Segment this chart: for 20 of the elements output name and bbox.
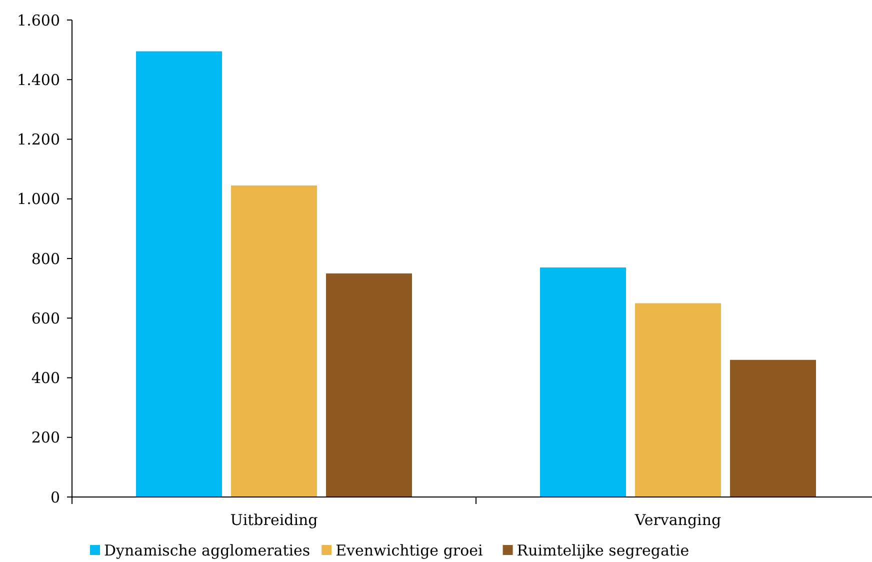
y-tick-label: 800 [31,250,60,268]
y-tick-label: 400 [31,369,60,387]
bar [730,360,816,497]
x-tick-label: Vervanging [634,511,722,529]
bar [635,303,721,497]
y-tick-label: 1.400 [17,70,60,89]
bar [136,51,222,497]
y-tick-label: 600 [31,309,60,328]
legend-label: Dynamische agglomeraties [104,541,310,560]
y-tick-label: 0 [50,488,60,506]
bar [540,267,626,497]
y-tick-label: 1.000 [17,190,60,208]
legend-label: Ruimtelijke segregatie [516,541,690,560]
legend-label: Evenwichtige groei [336,541,484,560]
x-tick-label: Uitbreiding [230,511,318,529]
bar [231,185,317,497]
y-tick-label: 1.600 [17,11,60,30]
bar [326,273,412,497]
y-tick-label: 200 [31,428,60,447]
y-tick-label: 1.200 [17,130,60,148]
